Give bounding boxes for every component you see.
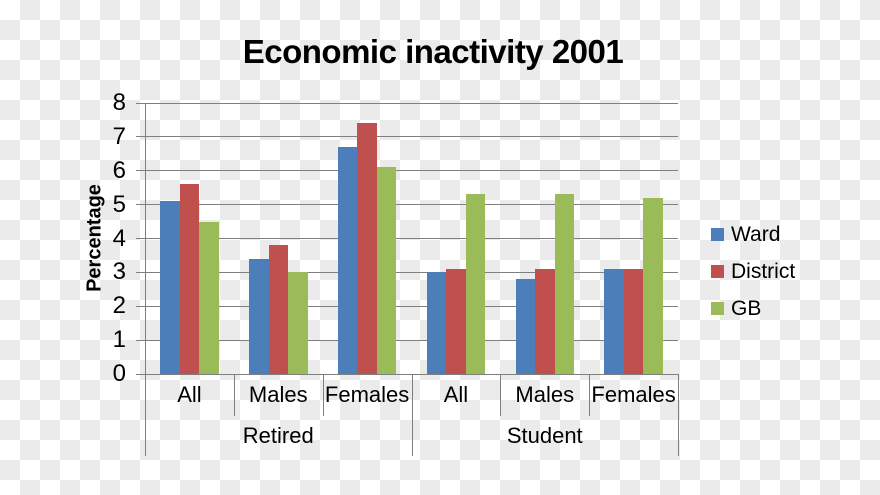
y-tick-label: 6	[112, 156, 126, 184]
bar-ward-retired-males	[249, 258, 269, 374]
y-axis-tick	[136, 305, 146, 307]
category-label-females-2: Females	[324, 382, 410, 407]
y-axis-tick	[136, 339, 146, 341]
category-separator	[589, 374, 591, 416]
gridline	[145, 170, 678, 172]
gridline	[145, 204, 678, 206]
legend-item-gb: GB	[711, 296, 795, 321]
y-tick-label: 8	[112, 89, 126, 116]
legend: Ward District GB	[711, 222, 795, 321]
y-axis-tick	[136, 102, 146, 104]
y-axis-tick	[136, 238, 146, 239]
gridline	[145, 238, 678, 239]
category-separator	[233, 374, 235, 416]
y-tick-label: 7	[112, 122, 126, 150]
y-tick-label: 4	[112, 224, 126, 252]
bar-ward-retired-females	[337, 147, 358, 374]
group-label-retired: Retired	[242, 423, 314, 448]
gridline	[145, 339, 678, 341]
legend-item-district: District	[711, 259, 795, 284]
gridline	[145, 102, 678, 104]
category-label-females-5: Females	[591, 382, 676, 407]
bar-ward-student-all	[426, 272, 447, 374]
bar-district-student-males	[535, 269, 555, 374]
legend-swatch-district-icon	[711, 265, 724, 278]
y-axis-tick	[136, 373, 146, 375]
bar-gb-retired-all	[199, 221, 219, 374]
gridline	[145, 305, 678, 307]
y-axis-tick	[136, 204, 146, 206]
bar-gb-retired-females	[376, 167, 397, 374]
y-tick-label: 2	[112, 292, 126, 320]
category-separator	[500, 374, 502, 416]
legend-item-ward: Ward	[711, 222, 795, 247]
bar-district-student-females	[623, 269, 644, 374]
bar-gb-retired-males	[288, 272, 308, 374]
category-label-males-1: Males	[248, 382, 308, 407]
y-tick-label: 1	[112, 326, 126, 354]
bar-district-student-all	[446, 269, 466, 374]
group-separator	[411, 374, 413, 456]
legend-swatch-ward-icon	[711, 228, 724, 241]
legend-swatch-gb-icon	[711, 302, 724, 315]
y-axis-tick	[136, 170, 146, 172]
y-tick-label: 5	[112, 190, 126, 218]
bar-district-retired-all	[179, 184, 200, 374]
category-label-all-3: All	[443, 382, 469, 407]
bar-gb-student-females	[643, 197, 663, 374]
bar-ward-retired-all	[160, 201, 180, 374]
y-axis-tick	[136, 136, 146, 138]
y-axis-tick	[136, 271, 146, 273]
y-tick-label: 3	[112, 258, 126, 286]
bar-gb-student-all	[465, 194, 486, 374]
group-separator	[678, 374, 679, 456]
bar-district-retired-males	[268, 245, 288, 374]
plot-area	[145, 102, 678, 375]
category-separator	[322, 374, 324, 416]
legend-label-ward: Ward	[731, 223, 781, 246]
gridline	[145, 271, 678, 273]
category-label-males-4: Males	[515, 382, 575, 407]
category-label-all-0: All	[177, 382, 202, 407]
legend-label-district: District	[731, 260, 796, 283]
bar-ward-student-females	[604, 269, 624, 374]
gridline	[145, 136, 678, 138]
bar-ward-student-males	[515, 279, 535, 374]
legend-label-gb: GB	[731, 297, 762, 320]
group-label-student: Student	[506, 423, 583, 448]
bar-gb-student-males	[554, 194, 574, 374]
chart-title: Economic inactivity 2001	[242, 33, 624, 70]
bar-district-retired-females	[357, 123, 377, 374]
y-tick-label: 0	[112, 360, 126, 387]
y-axis-line	[145, 103, 146, 456]
